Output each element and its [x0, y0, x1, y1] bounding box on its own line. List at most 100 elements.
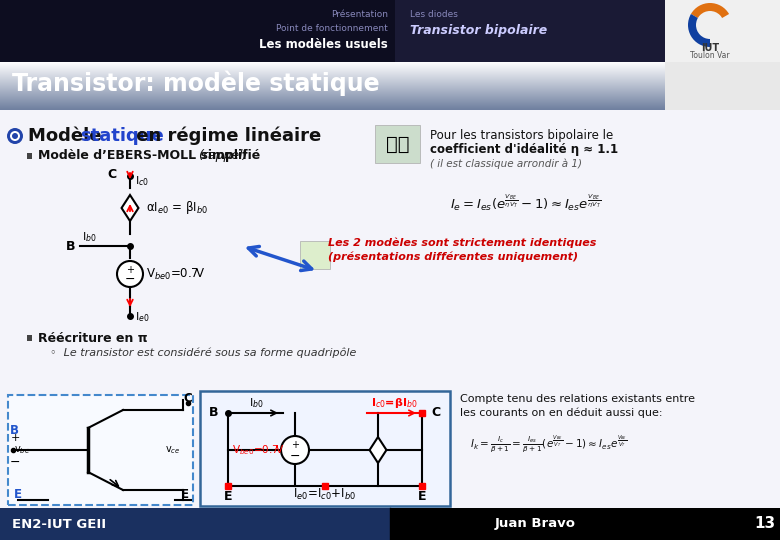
Text: coefficient d'idéalité η ≈ 1.1: coefficient d'idéalité η ≈ 1.1 — [430, 144, 618, 157]
Text: B: B — [66, 240, 75, 253]
Bar — [0, 96, 665, 97]
Text: I$_{b0}$: I$_{b0}$ — [82, 230, 97, 244]
Text: I$_{c0}$=βI$_{b0}$: I$_{c0}$=βI$_{b0}$ — [370, 396, 417, 410]
Text: +: + — [291, 440, 299, 450]
Circle shape — [10, 131, 20, 141]
Text: E: E — [418, 489, 426, 503]
Bar — [0, 87, 665, 88]
Text: C: C — [107, 167, 116, 180]
Bar — [0, 101, 665, 102]
Bar — [0, 98, 665, 99]
Circle shape — [12, 133, 18, 139]
Text: I$_{e0}$: I$_{e0}$ — [135, 310, 150, 324]
Bar — [0, 99, 665, 100]
Text: Les 2 modèles sont strictement identiques: Les 2 modèles sont strictement identique… — [328, 238, 597, 248]
Bar — [0, 84, 665, 85]
Bar — [0, 104, 665, 105]
Bar — [0, 92, 665, 93]
Text: −: − — [125, 273, 135, 286]
Text: 13: 13 — [754, 516, 775, 531]
Bar — [0, 508, 390, 540]
Text: v$_{be}$: v$_{be}$ — [14, 444, 30, 456]
Text: ◦  Le transistor est considéré sous sa forme quadripôle: ◦ Le transistor est considéré sous sa fo… — [50, 348, 356, 358]
Text: $I_k = \frac{I_c}{\beta+1} = \frac{I_{es}}{\beta+1}(e^{\frac{V_{BE}}{V_T}}-1) \a: $I_k = \frac{I_c}{\beta+1} = \frac{I_{es… — [470, 434, 627, 455]
Text: E: E — [181, 489, 189, 502]
Text: Modèle: Modèle — [28, 127, 108, 145]
Text: C: C — [431, 407, 441, 420]
Bar — [0, 106, 665, 107]
Bar — [0, 94, 665, 95]
Wedge shape — [696, 11, 724, 39]
Text: Modèle d’EBERS-MOLL simplifié: Modèle d’EBERS-MOLL simplifié — [38, 150, 264, 163]
Text: E: E — [224, 489, 232, 503]
Bar — [665, 62, 780, 110]
Bar — [0, 74, 665, 75]
Text: Compte tenu des relations existants entre: Compte tenu des relations existants entr… — [460, 394, 695, 404]
Bar — [0, 63, 665, 64]
Text: Transistor bipolaire: Transistor bipolaire — [410, 24, 548, 37]
Text: Les diodes: Les diodes — [410, 10, 458, 19]
Bar — [0, 108, 665, 109]
Circle shape — [7, 128, 23, 144]
Bar — [27, 153, 32, 159]
Text: I$_{e0}$=I$_{c0}$+I$_{b0}$: I$_{e0}$=I$_{c0}$+I$_{b0}$ — [293, 487, 356, 502]
Text: Les modèles usuels: Les modèles usuels — [259, 38, 388, 51]
Text: Juan Bravo: Juan Bravo — [495, 517, 576, 530]
Bar — [0, 107, 665, 108]
Polygon shape — [370, 437, 386, 463]
Bar — [0, 73, 665, 74]
Text: −: − — [289, 449, 300, 462]
Text: ( il est classique arrondir à 1): ( il est classique arrondir à 1) — [430, 159, 582, 169]
Bar — [0, 83, 665, 84]
Text: Présentation: Présentation — [331, 10, 388, 19]
Bar — [0, 80, 665, 81]
Bar — [0, 75, 665, 76]
Text: I$_{b0}$: I$_{b0}$ — [249, 396, 264, 410]
Bar — [0, 68, 665, 69]
Text: IUT: IUT — [701, 43, 719, 53]
Bar — [0, 64, 665, 65]
Bar — [0, 76, 665, 77]
Bar — [0, 77, 665, 78]
Bar — [0, 65, 665, 66]
Bar — [0, 95, 665, 96]
Bar — [0, 110, 780, 508]
Bar — [0, 105, 665, 106]
Bar — [395, 0, 665, 62]
Bar — [0, 103, 665, 104]
Bar — [0, 85, 665, 86]
Bar — [0, 72, 665, 73]
Bar — [0, 102, 665, 103]
Text: (rappel): (rappel) — [198, 150, 247, 163]
Bar — [0, 82, 665, 83]
Text: v$_{ce}$: v$_{ce}$ — [165, 444, 181, 456]
Text: −: − — [9, 456, 20, 469]
Bar — [0, 89, 665, 90]
Bar — [0, 78, 665, 79]
FancyBboxPatch shape — [200, 391, 450, 506]
Text: +: + — [126, 265, 134, 275]
Text: $I_e = I_{es}(e^{\frac{V_{BE}}{\eta V_T}}-1) \approx I_{es}e^{\frac{V_{BE}}{\eta: $I_e = I_{es}(e^{\frac{V_{BE}}{\eta V_T}… — [450, 193, 601, 213]
Text: 👨‍🏫: 👨‍🏫 — [386, 134, 410, 153]
Text: +: + — [10, 433, 20, 443]
Text: B: B — [209, 407, 218, 420]
Bar — [0, 91, 665, 92]
Text: Pour les transistors bipolaire le: Pour les transistors bipolaire le — [430, 129, 613, 141]
Text: V$_{be0}$=0.7V: V$_{be0}$=0.7V — [232, 443, 285, 457]
Text: V$_{be0}$=0.7V: V$_{be0}$=0.7V — [146, 266, 206, 281]
Bar — [27, 335, 32, 341]
Bar — [300, 241, 330, 269]
Text: B: B — [10, 423, 19, 436]
Wedge shape — [688, 14, 710, 47]
Bar — [0, 67, 665, 68]
Circle shape — [117, 261, 143, 287]
Text: E: E — [14, 489, 22, 502]
Text: Transistor: modèle statique: Transistor: modèle statique — [12, 70, 380, 96]
Bar — [0, 86, 665, 87]
Bar — [0, 62, 665, 63]
Text: C: C — [183, 392, 193, 404]
Bar — [0, 97, 665, 98]
Bar — [0, 71, 665, 72]
Polygon shape — [122, 195, 139, 221]
Bar — [0, 93, 665, 94]
